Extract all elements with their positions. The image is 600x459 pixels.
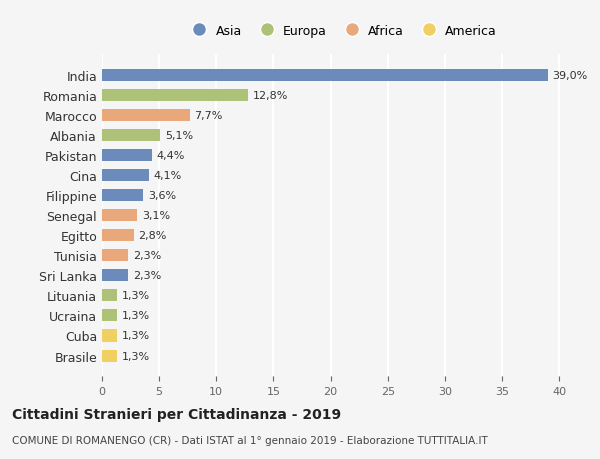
Bar bbox=[102, 270, 128, 282]
Text: 2,3%: 2,3% bbox=[133, 251, 161, 261]
Bar bbox=[102, 130, 160, 142]
Bar bbox=[102, 350, 117, 362]
Text: 2,8%: 2,8% bbox=[139, 231, 167, 241]
Text: 1,3%: 1,3% bbox=[121, 291, 149, 301]
Text: 4,4%: 4,4% bbox=[157, 151, 185, 161]
Text: Cittadini Stranieri per Cittadinanza - 2019: Cittadini Stranieri per Cittadinanza - 2… bbox=[12, 407, 341, 421]
Bar bbox=[102, 150, 152, 162]
Text: 12,8%: 12,8% bbox=[253, 91, 288, 101]
Bar bbox=[102, 90, 248, 102]
Text: 5,1%: 5,1% bbox=[165, 131, 193, 141]
Bar bbox=[102, 310, 117, 322]
Text: COMUNE DI ROMANENGO (CR) - Dati ISTAT al 1° gennaio 2019 - Elaborazione TUTTITAL: COMUNE DI ROMANENGO (CR) - Dati ISTAT al… bbox=[12, 435, 488, 445]
Bar bbox=[102, 70, 548, 82]
Bar bbox=[102, 330, 117, 342]
Text: 3,6%: 3,6% bbox=[148, 191, 176, 201]
Text: 1,3%: 1,3% bbox=[121, 331, 149, 341]
Text: 39,0%: 39,0% bbox=[552, 71, 587, 81]
Text: 3,1%: 3,1% bbox=[142, 211, 170, 221]
Text: 1,3%: 1,3% bbox=[121, 311, 149, 321]
Bar bbox=[102, 210, 137, 222]
Bar bbox=[102, 230, 134, 242]
Bar bbox=[102, 290, 117, 302]
Text: 1,3%: 1,3% bbox=[121, 351, 149, 361]
Bar bbox=[102, 110, 190, 122]
Text: 7,7%: 7,7% bbox=[194, 111, 223, 121]
Bar bbox=[102, 190, 143, 202]
Legend: Asia, Europa, Africa, America: Asia, Europa, Africa, America bbox=[182, 20, 502, 43]
Text: 4,1%: 4,1% bbox=[154, 171, 182, 181]
Bar bbox=[102, 250, 128, 262]
Text: 2,3%: 2,3% bbox=[133, 271, 161, 281]
Bar bbox=[102, 170, 149, 182]
